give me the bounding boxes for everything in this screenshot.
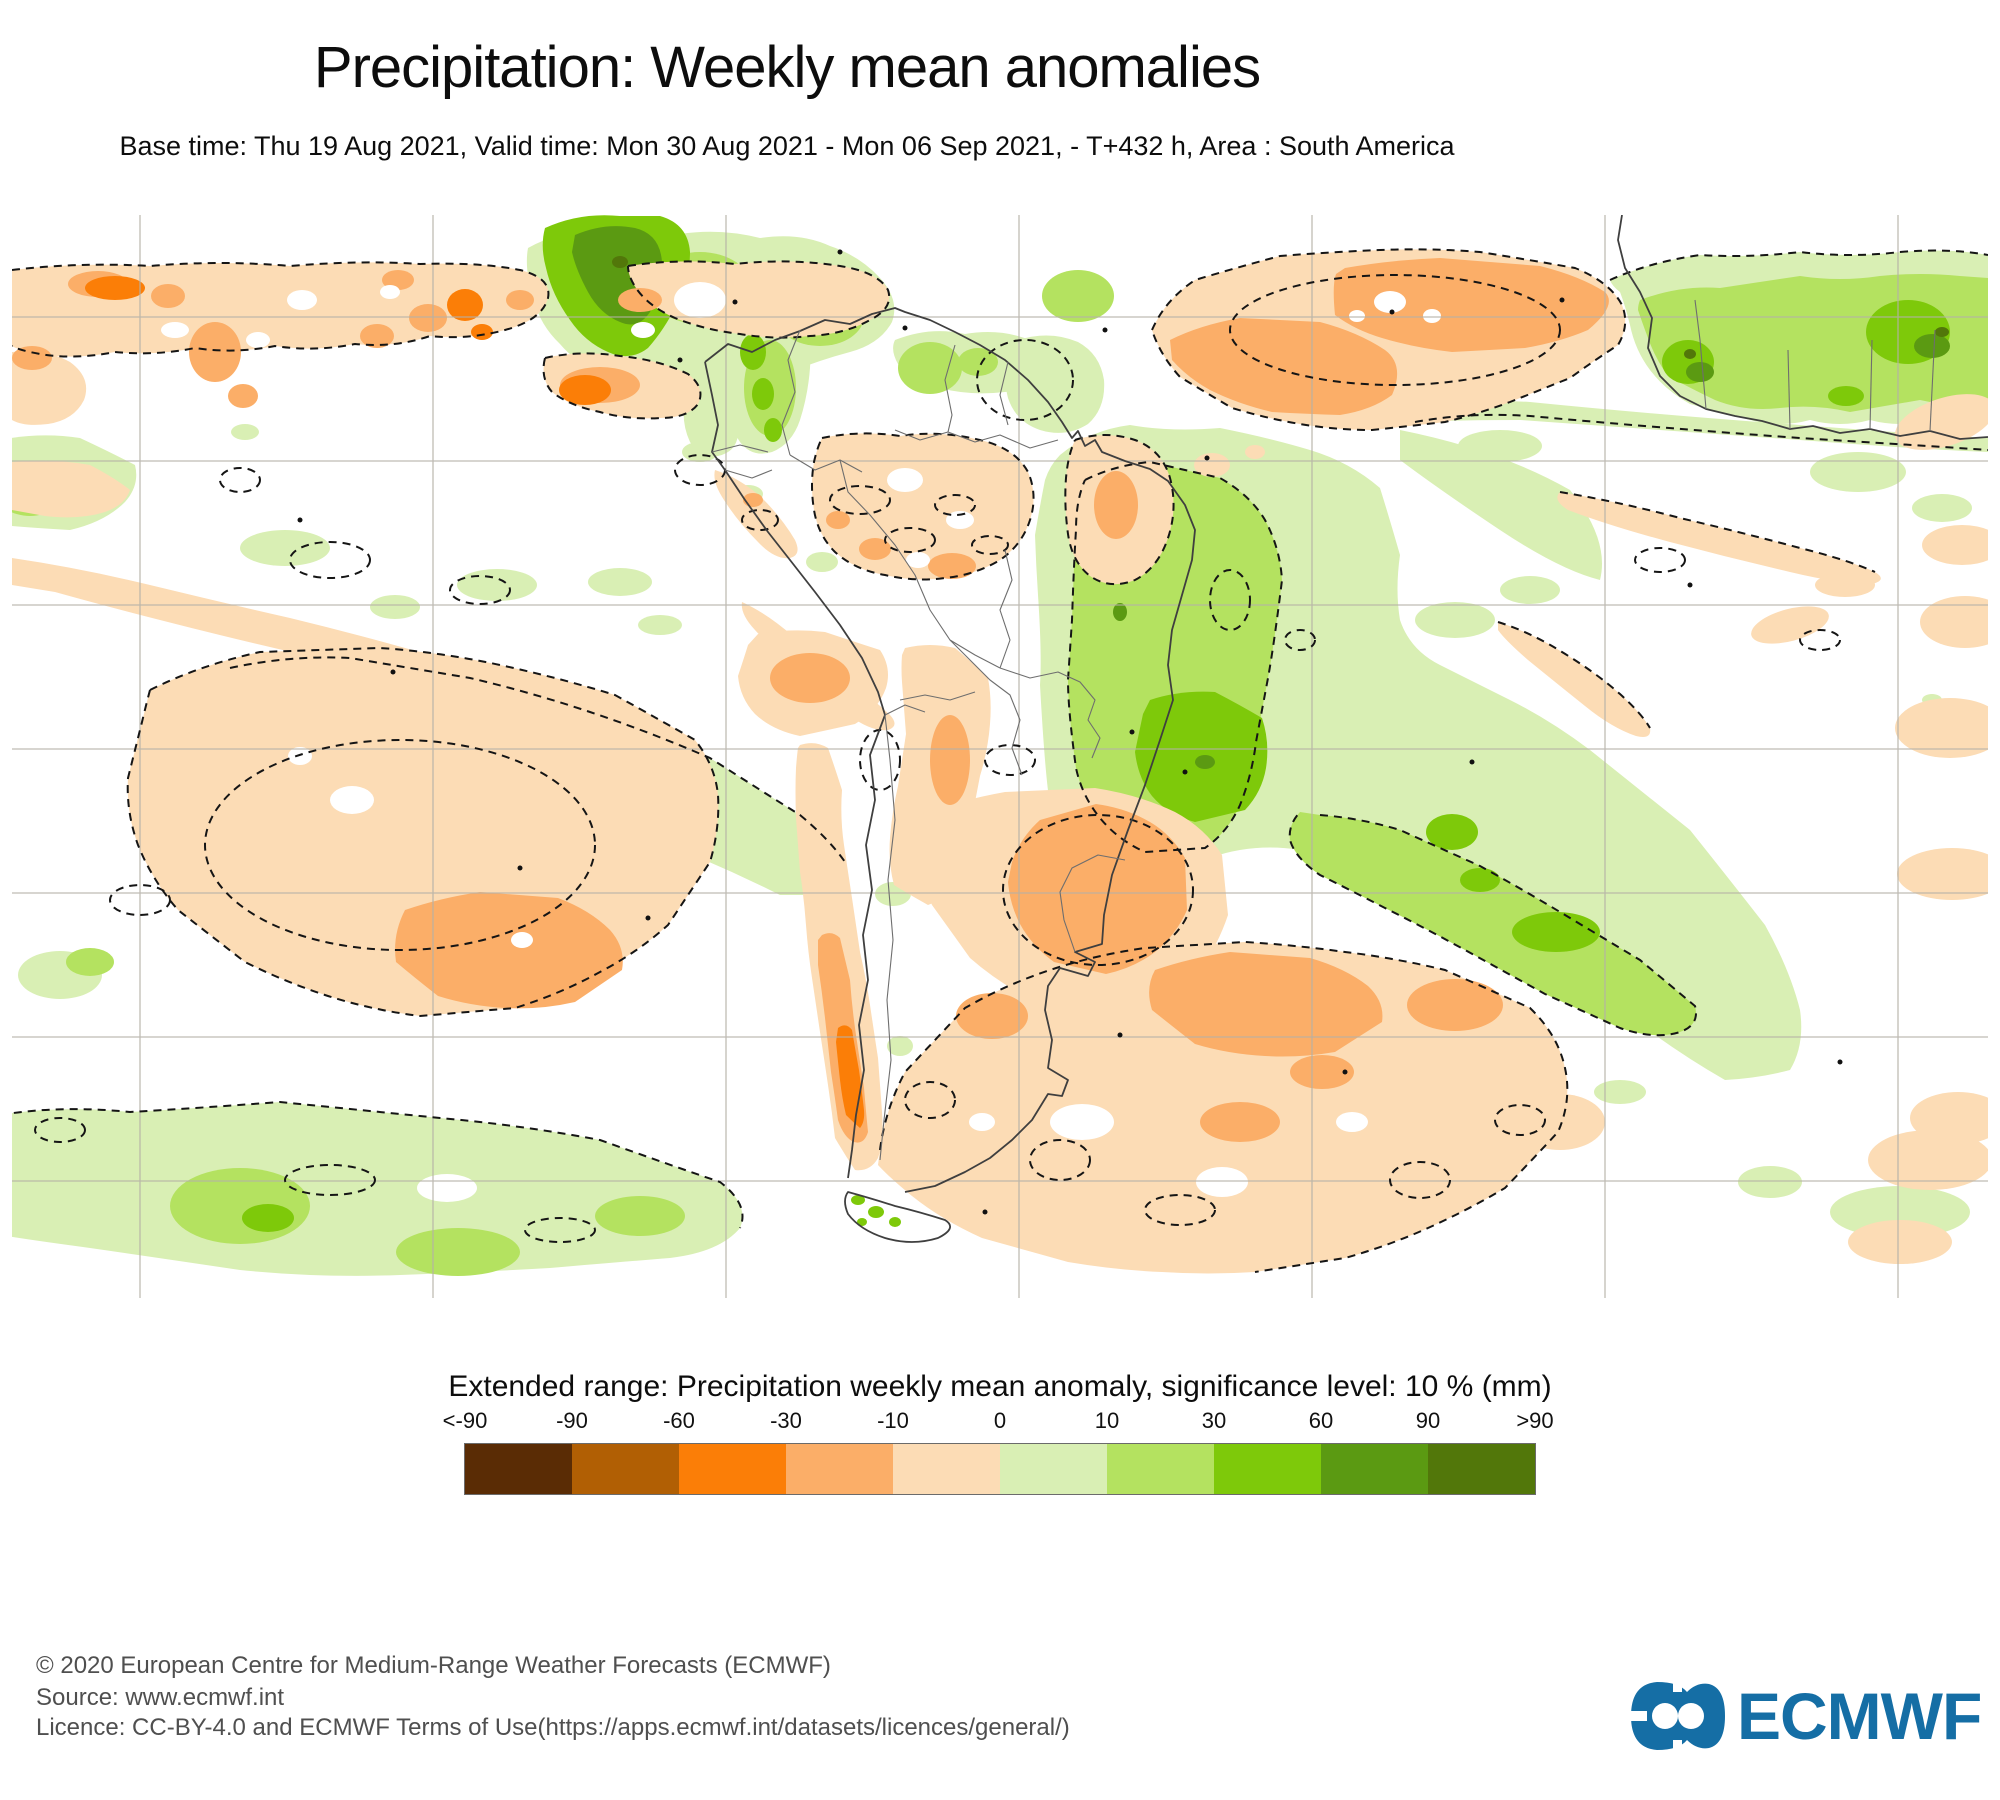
legend-color-cell <box>1214 1444 1321 1494</box>
legend-color-cell <box>572 1444 679 1494</box>
legend-tick: 60 <box>1308 1408 1334 1433</box>
regions-darkest-green <box>612 256 1949 359</box>
legend-color-cell <box>1000 1444 1107 1494</box>
legend-color-cell <box>679 1444 786 1494</box>
legend-tick: 30 <box>1201 1408 1227 1433</box>
legend-tick: -10 <box>877 1408 909 1433</box>
map-borders <box>711 299 1936 1161</box>
regions-vivid-orange <box>85 276 865 1128</box>
legend-tick: >90 <box>1516 1408 1554 1433</box>
map-specks <box>297 249 1843 1215</box>
ecmwf-flag-icon <box>1627 1680 1725 1752</box>
footer-copyright: © 2020 European Centre for Medium-Range … <box>36 1652 831 1679</box>
region-holes <box>161 282 1441 1202</box>
legend-tick: 10 <box>1094 1408 1120 1433</box>
legend-tick: 90 <box>1415 1408 1441 1433</box>
page-subtitle: Base time: Thu 19 Aug 2021, Valid time: … <box>119 131 1455 161</box>
legend-color-cell <box>1107 1444 1214 1494</box>
map-coastline <box>704 215 1988 1243</box>
legend-color-cell <box>786 1444 893 1494</box>
map-dashed-contours <box>12 248 1988 1273</box>
legend-tick: -90 <box>556 1408 588 1433</box>
ecmwf-logo-text: ECMWF <box>1737 1679 1982 1753</box>
ecmwf-logo: ECMWF <box>1627 1678 1982 1754</box>
legend-tick: <-90 <box>442 1408 488 1433</box>
footer-licence: Licence: CC-BY-4.0 and ECMWF Terms of Us… <box>36 1714 1070 1741</box>
footer-source: Source: www.ecmwf.int <box>36 1684 285 1711</box>
legend-color-cell <box>1428 1444 1535 1494</box>
legend-color-cell <box>1321 1444 1428 1494</box>
legend-color-cell <box>465 1444 572 1494</box>
legend-colorbar <box>464 1443 1536 1495</box>
legend-tick: 0 <box>993 1408 1007 1433</box>
page-title: Precipitation: Weekly mean anomalies <box>313 35 1261 100</box>
legend-color-cell <box>893 1444 1000 1494</box>
legend-tick: -30 <box>770 1408 802 1433</box>
legend-title: Extended range: Precipitation weekly mea… <box>448 1370 1552 1403</box>
legend-ticks: <-90 -90 -60 -30 -10 0 10 30 60 90 >90 <box>443 1408 1554 1436</box>
map-gridlines <box>12 215 1988 1298</box>
legend-tick: -60 <box>663 1408 695 1433</box>
